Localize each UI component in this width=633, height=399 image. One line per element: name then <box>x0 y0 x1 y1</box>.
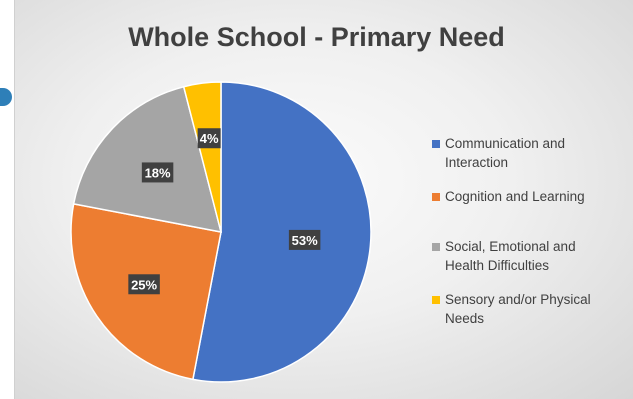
data-label-text: 18% <box>145 165 171 180</box>
data-label-text: 53% <box>292 233 318 248</box>
data-label-text: 4% <box>200 131 219 146</box>
legend-label-line2: Health Difficulties <box>445 258 550 273</box>
data-label-box <box>128 274 160 295</box>
legend-swatch <box>432 193 440 201</box>
legend-item-cognition: Cognition and Learning <box>432 187 622 206</box>
chart-title: Whole School - Primary Need <box>128 22 505 52</box>
legend-label-line2: Interaction <box>445 155 509 170</box>
legend-swatch <box>432 243 440 251</box>
legend-swatch <box>432 296 440 304</box>
legend-label-line1: Social, Emotional and <box>445 239 576 254</box>
legend-label-line1: Cognition and Learning <box>445 189 585 204</box>
slice-communication <box>192 81 372 383</box>
legend-label-line1: Communication and <box>445 136 566 151</box>
legend-label-line2: Needs <box>445 311 485 326</box>
data-label-box <box>141 162 174 183</box>
side-marker <box>0 88 12 106</box>
legend-item-sensory-physical: Sensory and/or Physical Needs <box>432 290 622 328</box>
data-label: 18% <box>141 162 174 183</box>
legend-item-social-emotional: Social, Emotional and Health Difficultie… <box>432 237 622 275</box>
data-label-text: 25% <box>131 277 157 292</box>
data-label-box <box>197 128 221 149</box>
data-label: 25% <box>128 274 160 295</box>
legend-swatch <box>432 140 440 148</box>
legend-label-line1: Sensory and/or Physical <box>445 292 591 307</box>
legend-item-communication: Communication and Interaction <box>432 134 622 172</box>
data-label: 53% <box>288 229 321 250</box>
data-label-box <box>288 229 321 250</box>
data-label: 4% <box>197 128 221 149</box>
slice-social-emotional <box>72 85 223 233</box>
slice-sensory-physical <box>182 81 222 233</box>
